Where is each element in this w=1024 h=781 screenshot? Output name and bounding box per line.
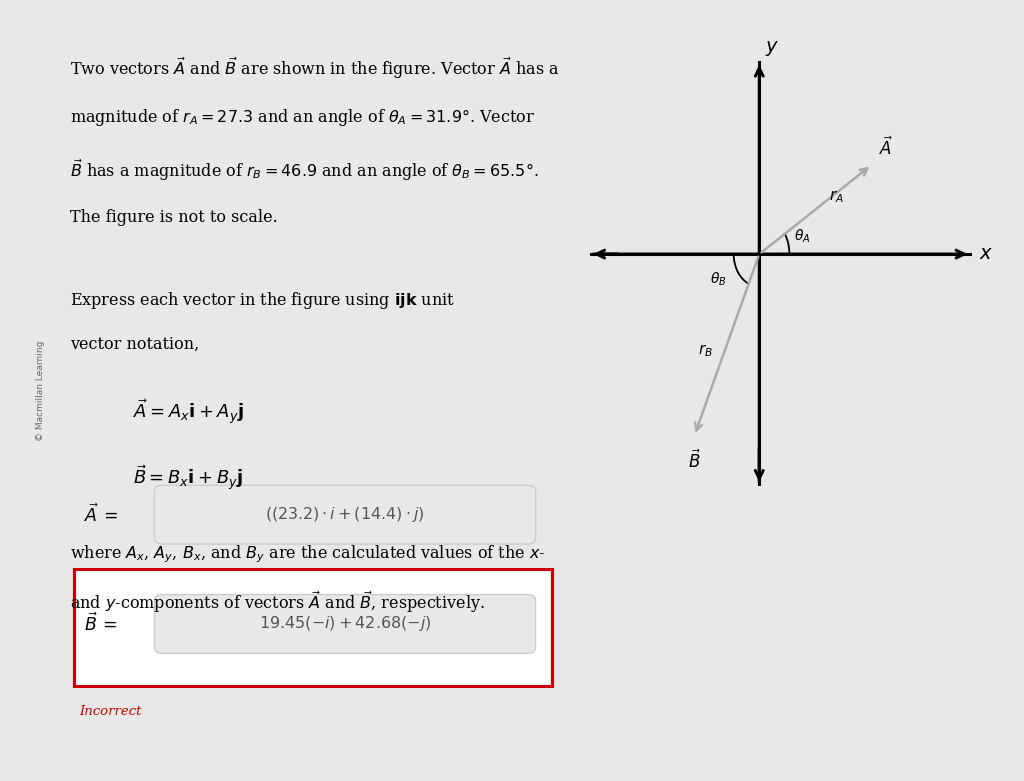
Text: $19.45(-i) + 42.68(-j)$: $19.45(-i) + 42.68(-j)$ <box>259 615 431 633</box>
Text: $x$: $x$ <box>979 245 993 263</box>
Text: $((23.2) \cdot i + (14.4) \cdot j)$: $((23.2) \cdot i + (14.4) \cdot j)$ <box>265 505 425 524</box>
Text: and $y$-components of vectors $\vec{A}$ and $\vec{B}$, respectively.: and $y$-components of vectors $\vec{A}$ … <box>70 590 484 615</box>
Text: © Macmillan Learning: © Macmillan Learning <box>36 341 45 440</box>
Text: where $A_x$, $A_y$, $B_x$, and $B_y$ are the calculated values of the $x$-: where $A_x$, $A_y$, $B_x$, and $B_y$ are… <box>70 544 545 565</box>
FancyBboxPatch shape <box>75 569 552 686</box>
Text: Express each vector in the figure using $\mathbf{ijk}$ unit: Express each vector in the figure using … <box>70 291 455 312</box>
Text: $r_A$: $r_A$ <box>828 188 844 205</box>
FancyBboxPatch shape <box>155 485 536 544</box>
Text: magnitude of $r_A = 27.3$ and an angle of $\theta_A = 31.9°$. Vector: magnitude of $r_A = 27.3$ and an angle o… <box>70 107 535 127</box>
Text: $\vec{B}$ has a magnitude of $r_B = 46.9$ and an angle of $\theta_B = 65.5°$.: $\vec{B}$ has a magnitude of $r_B = 46.9… <box>70 158 539 183</box>
Text: Incorrect: Incorrect <box>80 704 142 718</box>
Text: $\vec{A} = A_x\mathbf{i} + A_y\mathbf{j}$: $\vec{A} = A_x\mathbf{i} + A_y\mathbf{j}… <box>133 398 244 427</box>
Text: $\theta_B$: $\theta_B$ <box>710 271 726 288</box>
Text: vector notation,: vector notation, <box>70 335 199 352</box>
Text: $r_B$: $r_B$ <box>697 342 713 358</box>
FancyBboxPatch shape <box>155 594 536 653</box>
Text: $\vec{B}$: $\vec{B}$ <box>688 450 701 472</box>
Text: The figure is not to scale.: The figure is not to scale. <box>70 209 278 226</box>
Text: $y$: $y$ <box>765 39 779 59</box>
Text: $\vec{B}\,=$: $\vec{B}\,=$ <box>84 612 117 635</box>
Text: Two vectors $\vec{A}$ and $\vec{B}$ are shown in the figure. Vector $\vec{A}$ ha: Two vectors $\vec{A}$ and $\vec{B}$ are … <box>70 55 559 80</box>
Text: $\vec{A}$: $\vec{A}$ <box>879 136 893 159</box>
Text: $\vec{B} = B_x\mathbf{i} + B_y\mathbf{j}$: $\vec{B} = B_x\mathbf{i} + B_y\mathbf{j}… <box>133 465 243 494</box>
Text: $\vec{A}\,=$: $\vec{A}\,=$ <box>84 504 118 526</box>
Text: $\theta_A$: $\theta_A$ <box>795 227 811 245</box>
